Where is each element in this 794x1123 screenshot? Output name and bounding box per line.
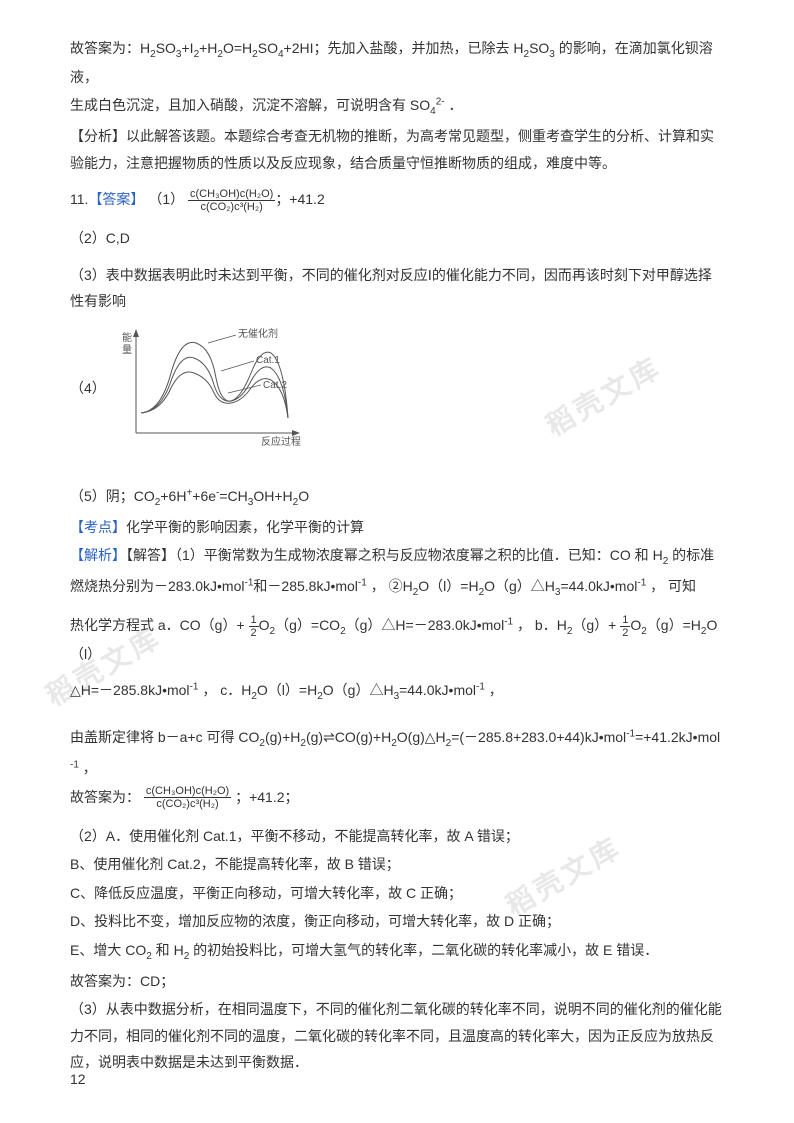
svg-text:Cat.2: Cat.2 — [263, 380, 287, 391]
opt-2a: （2）A．使用催化剂 Cat.1，平衡不移动，不能提高转化率，故 A 错误； — [70, 823, 724, 850]
kaodian: 【考点】化学平衡的影响因素，化学平衡的计算 — [70, 514, 724, 541]
opt-3: （3）从表中数据分析，在相同温度下，不同的催化剂二氧化碳的转化率不同，说明不同的… — [70, 996, 724, 1076]
svg-text:量: 量 — [122, 344, 132, 356]
q11-answer: 11.【答案】 （1） c(CH₃OH)c(H₂O)c(CO₂)c³(H₂)；+… — [70, 186, 724, 213]
jiexi-line5b: -1 ， — [70, 755, 724, 782]
analysis-text: 【分析】以此解答该题。本题综合考查无机物的推断，为高考常见题型，侧重考查学生的分… — [70, 123, 724, 176]
opt-2b: B、使用催化剂 Cat.2，不能提高转化率，故 B 错误； — [70, 851, 724, 878]
jiexi-line2: 燃烧热分别为－283.0kJ•mol-1和－285.8kJ•mol-1 ， ②H… — [70, 573, 724, 602]
jiexi-line5: 由盖斯定律将 b－a+c 可得 CO2(g)+H2(g)⇌CO(g)+H2O(g… — [70, 724, 724, 753]
opt-2f: 故答案为：CD； — [70, 968, 724, 995]
svg-text:无催化剂: 无催化剂 — [238, 327, 278, 340]
jiexi-line3: 热化学方程式 a．CO（g）+ 12O2（g）=CO2（g）△H=－283.0k… — [70, 612, 724, 667]
q11-part2: （2）C,D — [70, 225, 724, 252]
q11-part5: （5）阴；CO2+6H++6e-=CH3OH+H2O — [70, 483, 724, 512]
svg-text:反应过程: 反应过程 — [261, 435, 301, 448]
opt-2d: D、投料比不变，增加反应物的浓度，衡正向移动，可增大转化率，故 D 正确； — [70, 908, 724, 935]
jiexi-line4: △H=－285.8kJ•mol-1 ， c．H2O（l）=H2O（g）△H3=4… — [70, 677, 724, 706]
energy-diagram: 能 量 反应过程 无催化剂 Cat.1 Cat.2 — [116, 323, 316, 453]
q11-part3: （3）表中数据表明此时未达到平衡，不同的催化剂对反应Ⅰ的催化能力不同，因而再该时… — [70, 262, 724, 315]
svg-text:能: 能 — [122, 331, 132, 344]
opt-2e: E、增大 CO2 和 H2 的初始投料比，可增大氢气的转化率，二氧化碳的转化率减… — [70, 937, 724, 966]
q11-part4-label: （4） — [70, 375, 106, 402]
jiexi-line6: 故答案为： c(CH₃OH)c(H₂O)c(CO₂)c³(H₂) ；+41.2； — [70, 784, 724, 811]
jiexi-line1: 【解析】【解答】（1）平衡常数为生成物浓度幂之积与反应物浓度幂之积的比值．已知：… — [70, 542, 724, 571]
svg-text:Cat.1: Cat.1 — [256, 355, 280, 366]
answer-line-2: 生成白色沉淀，且加入硝酸，沉淀不溶解，可说明含有 SO42- ． — [70, 92, 724, 121]
opt-2c: C、降低反应温度，平衡正向移动，可增大转化率，故 C 正确； — [70, 880, 724, 907]
answer-line-1: 故答案为：H2SO3+I2+H2O=H2SO4+2HI；先加入盐酸，并加热，已除… — [70, 35, 724, 90]
